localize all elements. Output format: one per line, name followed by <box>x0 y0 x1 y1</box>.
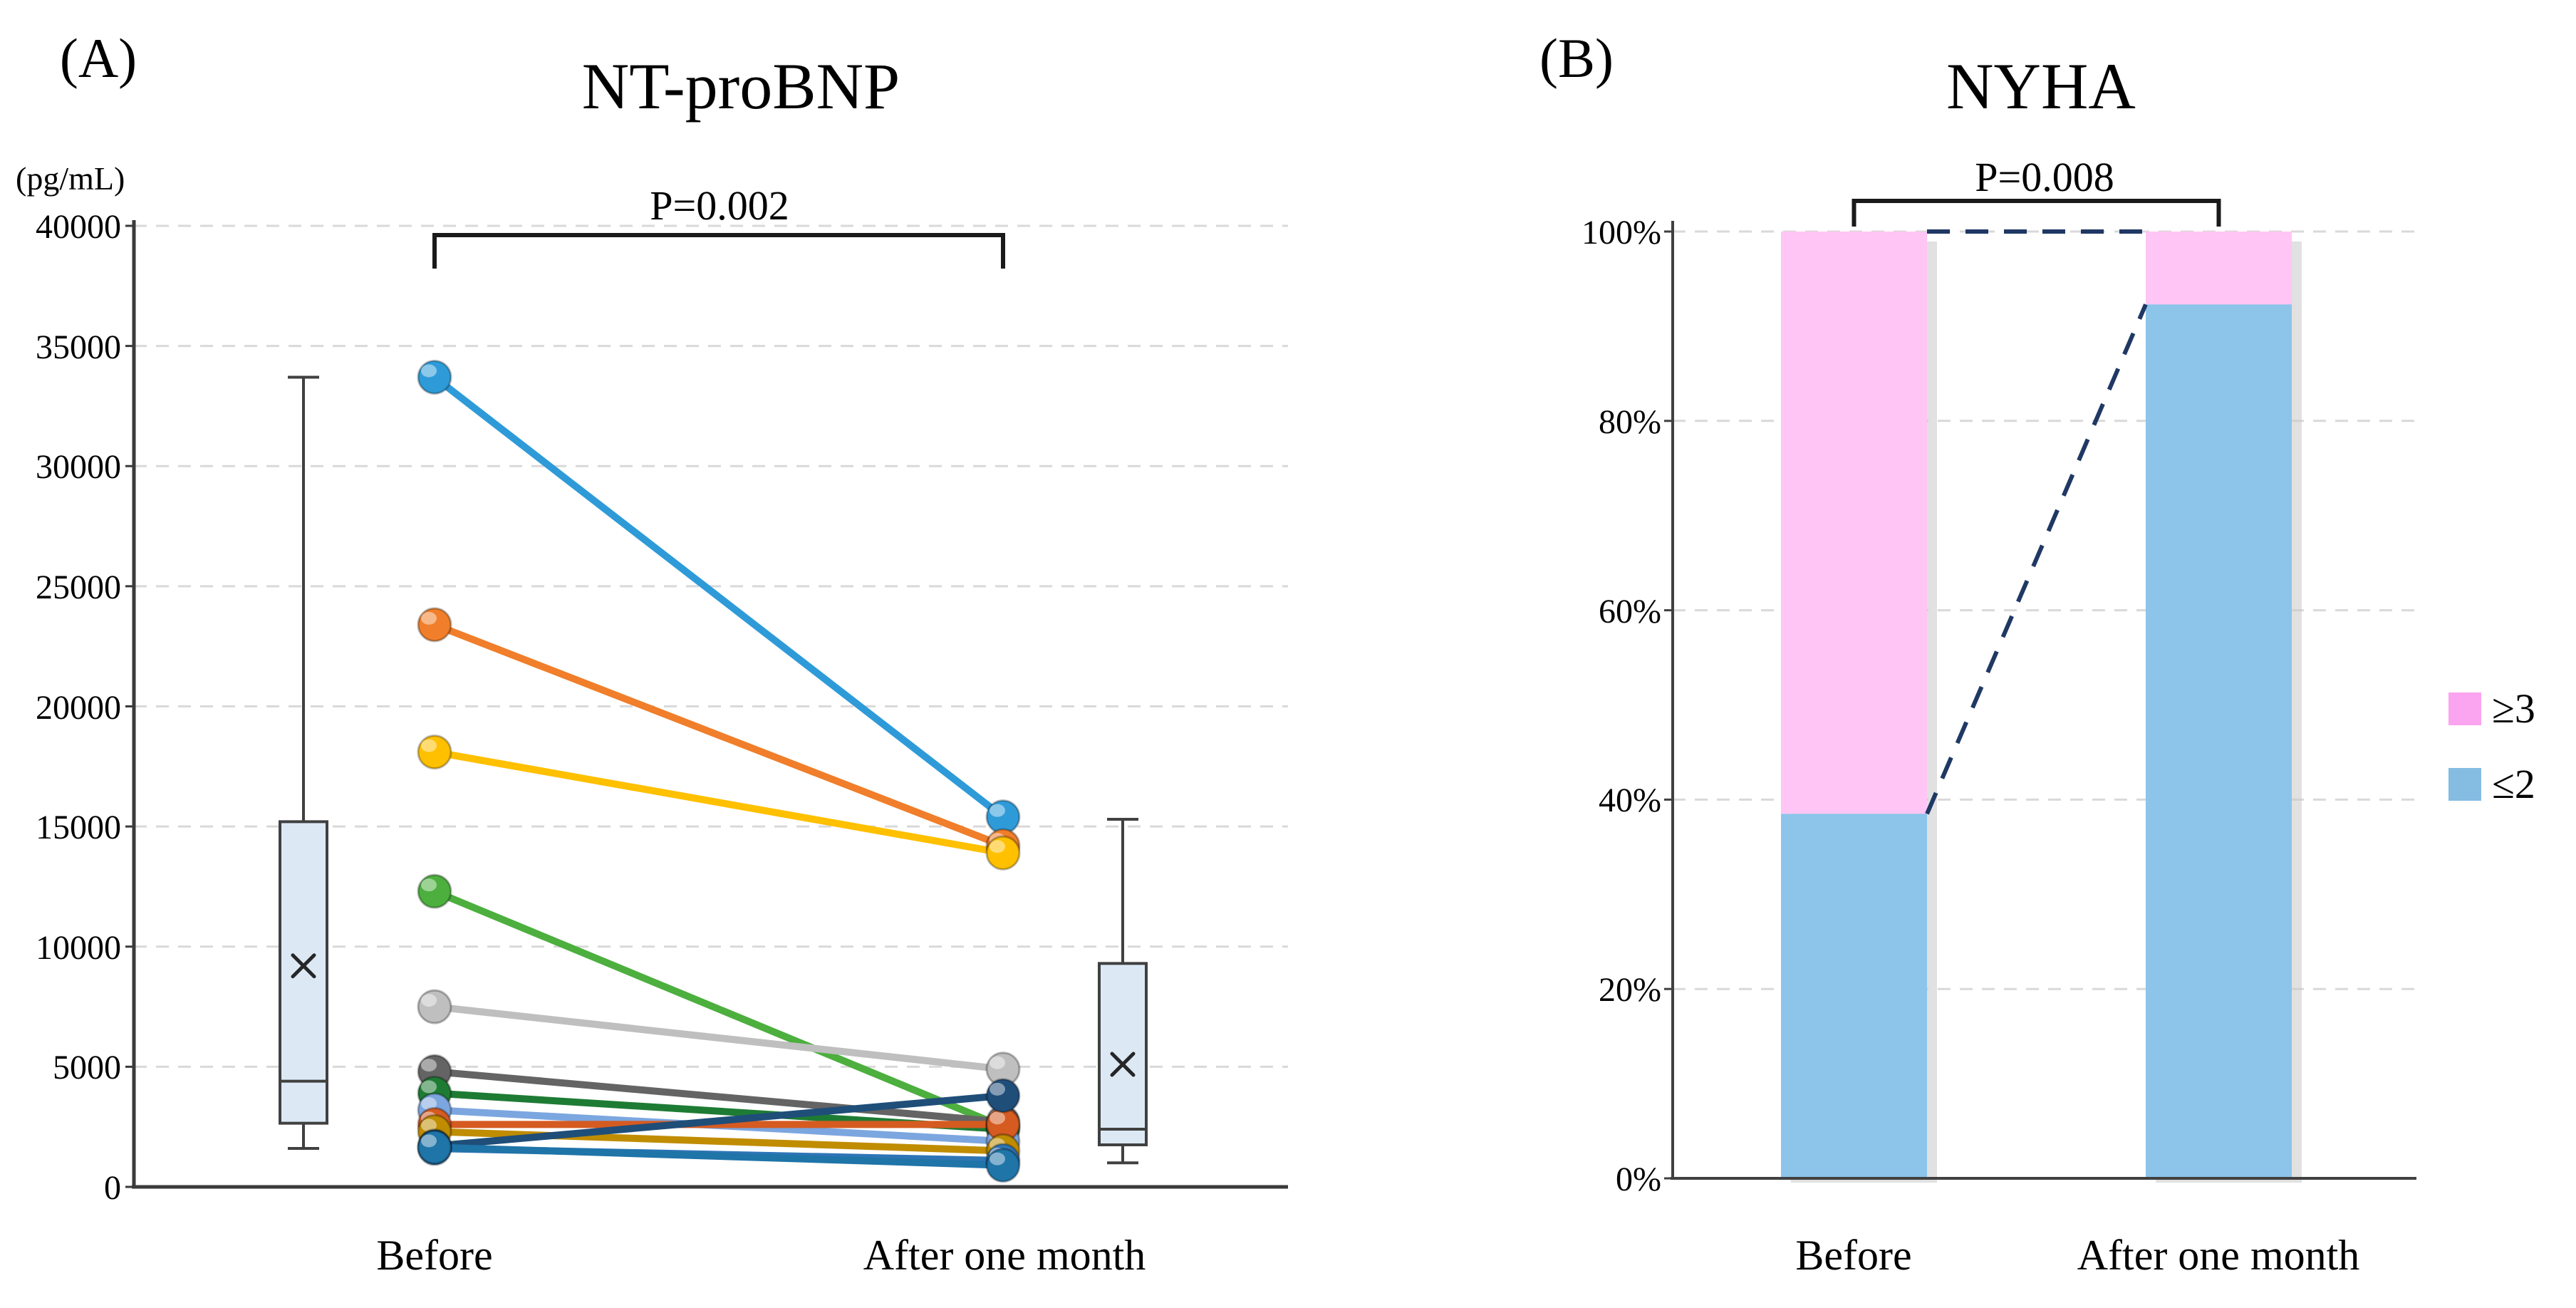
data-point <box>985 835 1021 871</box>
y-tick-label: 30000 <box>36 448 121 486</box>
connector-diagonal-dashed <box>1925 303 2148 815</box>
y-tick-label: 0 <box>104 1169 121 1207</box>
pair-line <box>431 1068 1007 1126</box>
pair-line <box>431 1091 1007 1150</box>
y-tick-label: 5000 <box>53 1049 121 1086</box>
legend-swatch-ge3 <box>2448 692 2481 725</box>
stacked-bar-segment-le2 <box>1781 814 1927 1178</box>
data-point <box>985 1078 1021 1114</box>
panel-b-graphics <box>1664 199 2416 1183</box>
y-tick-label: 20000 <box>36 689 121 727</box>
data-point <box>985 1052 1021 1087</box>
panel-a-graphics <box>125 220 1288 1189</box>
panel-a-unit-label: (pg/mL) <box>16 160 125 197</box>
legend: ≥3 ≤2 <box>2448 685 2535 807</box>
y-tick-label: 100% <box>1582 214 1661 251</box>
data-point <box>417 359 452 395</box>
panel-a-x-label-after: After one month <box>863 1232 1146 1279</box>
data-point <box>985 1148 1021 1183</box>
pair-line <box>431 1143 1007 1169</box>
box <box>1098 962 1148 1146</box>
data-point <box>417 607 452 643</box>
data-point <box>417 989 452 1024</box>
panel-b-y-tick-labels: 100% 80% 60% 40% 20% 0% <box>1582 214 1661 1198</box>
y-tick-label: 80% <box>1599 403 1661 441</box>
y-tick-label: 10000 <box>36 929 121 967</box>
y-tick-label: 60% <box>1599 593 1661 630</box>
pair-line <box>431 621 1007 850</box>
box <box>279 820 328 1125</box>
y-tick-label: 0% <box>1616 1161 1661 1198</box>
panel-b-x-label-after: After one month <box>2077 1232 2360 1279</box>
data-point <box>417 873 452 909</box>
panel-b-x-label-before: Before <box>1795 1232 1911 1279</box>
y-tick-label: 40000 <box>36 208 121 246</box>
panel-b-title: NYHA <box>1946 50 2136 123</box>
mean-mark <box>1110 1052 1136 1077</box>
panel-b-tag: (B) <box>1539 27 1614 89</box>
panel-a-x-label-before: Before <box>376 1232 492 1279</box>
significance-bracket <box>432 233 1005 269</box>
data-point <box>417 1129 452 1165</box>
legend-label-le2: ≤2 <box>2492 761 2535 807</box>
y-tick-label: 20% <box>1599 971 1661 1009</box>
mean-mark <box>291 953 316 979</box>
y-tick-label: 15000 <box>36 809 121 846</box>
pair-line <box>431 373 1007 821</box>
y-tick-label: 35000 <box>36 328 121 366</box>
stacked-bar-segment-ge3 <box>1781 232 1927 814</box>
y-tick-label: 25000 <box>36 569 121 606</box>
pair-line <box>431 888 1007 1131</box>
box-plot <box>279 375 328 1151</box>
legend-label-ge3: ≥3 <box>2492 685 2535 732</box>
panel-a-y-tick-labels: 40000 35000 30000 25000 20000 15000 1000… <box>36 208 121 1207</box>
panel-a-title: NT-proBNP <box>582 50 900 123</box>
y-tick-label: 40% <box>1599 782 1661 819</box>
stacked-bar-segment-ge3 <box>2146 232 2292 305</box>
panel-a-tag: (A) <box>60 27 137 89</box>
pair-line <box>431 1003 1007 1073</box>
panel-a-p-value: P=0.002 <box>650 182 789 229</box>
data-point <box>417 735 452 770</box>
pair-line <box>431 748 1007 857</box>
box-plot <box>1098 818 1148 1165</box>
legend-swatch-le2 <box>2448 768 2481 801</box>
stacked-bar-segment-le2 <box>2146 304 2292 1178</box>
panel-b-p-value: P=0.008 <box>1975 154 2114 200</box>
significance-bracket <box>1852 199 2221 227</box>
